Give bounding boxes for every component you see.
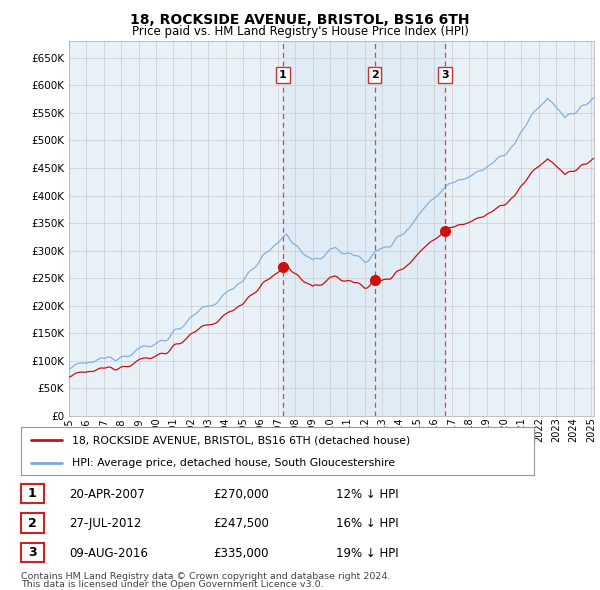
Text: 2: 2 <box>371 70 379 80</box>
Text: 1: 1 <box>279 70 287 80</box>
Text: 27-JUL-2012: 27-JUL-2012 <box>69 517 142 530</box>
Text: This data is licensed under the Open Government Licence v3.0.: This data is licensed under the Open Gov… <box>21 580 323 589</box>
Text: £335,000: £335,000 <box>213 547 269 560</box>
Text: 20-APR-2007: 20-APR-2007 <box>69 488 145 501</box>
Text: Contains HM Land Registry data © Crown copyright and database right 2024.: Contains HM Land Registry data © Crown c… <box>21 572 391 581</box>
Text: 2: 2 <box>28 516 37 530</box>
Text: £247,500: £247,500 <box>213 517 269 530</box>
Text: Price paid vs. HM Land Registry's House Price Index (HPI): Price paid vs. HM Land Registry's House … <box>131 25 469 38</box>
Text: £270,000: £270,000 <box>213 488 269 501</box>
Bar <box>283 41 445 416</box>
Text: 12% ↓ HPI: 12% ↓ HPI <box>336 488 398 501</box>
Text: 3: 3 <box>441 70 449 80</box>
Text: 18, ROCKSIDE AVENUE, BRISTOL, BS16 6TH (detached house): 18, ROCKSIDE AVENUE, BRISTOL, BS16 6TH (… <box>73 435 410 445</box>
Text: 1: 1 <box>28 487 37 500</box>
Text: 18, ROCKSIDE AVENUE, BRISTOL, BS16 6TH: 18, ROCKSIDE AVENUE, BRISTOL, BS16 6TH <box>130 13 470 27</box>
Text: 09-AUG-2016: 09-AUG-2016 <box>69 547 148 560</box>
Text: 16% ↓ HPI: 16% ↓ HPI <box>336 517 398 530</box>
Text: 19% ↓ HPI: 19% ↓ HPI <box>336 547 398 560</box>
Text: HPI: Average price, detached house, South Gloucestershire: HPI: Average price, detached house, Sout… <box>73 458 395 468</box>
Text: 3: 3 <box>28 546 37 559</box>
